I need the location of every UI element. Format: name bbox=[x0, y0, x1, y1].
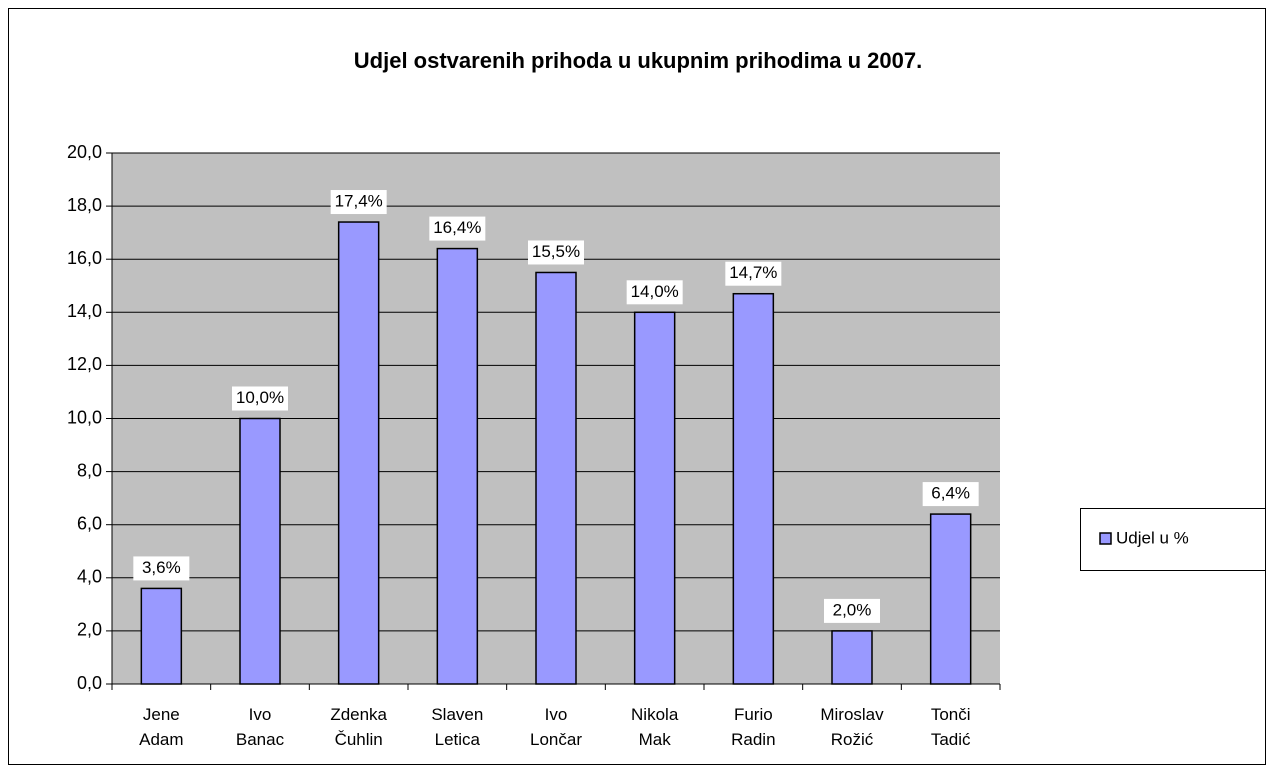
data-label: 16,4% bbox=[433, 218, 481, 237]
x-tick-label-line: Letica bbox=[435, 730, 481, 749]
x-tick-label-line: Radin bbox=[731, 730, 775, 749]
bar bbox=[831, 630, 873, 685]
x-tick-label-line: Furio bbox=[734, 705, 773, 724]
x-tick-label: Nikola Mak bbox=[631, 705, 679, 749]
y-tick-label: 4,0 bbox=[77, 567, 102, 587]
bar bbox=[732, 292, 775, 685]
data-label: 14,0% bbox=[631, 282, 679, 301]
x-tick-label: Ivo Lončar bbox=[530, 705, 582, 749]
x-tick-label-line: Banac bbox=[236, 730, 285, 749]
x-tick-label: Ivo Banac bbox=[236, 705, 285, 749]
x-tick-label: Tonči Tadić bbox=[931, 705, 971, 749]
y-tick-label: 2,0 bbox=[77, 620, 102, 640]
x-tick-label: Jene Adam bbox=[139, 705, 183, 749]
legend-label: Udjel u % bbox=[1116, 528, 1189, 547]
data-label: 15,5% bbox=[532, 242, 580, 261]
data-label-bg bbox=[626, 280, 683, 305]
data-label-bg bbox=[824, 598, 880, 623]
bar bbox=[140, 587, 183, 685]
x-tick-label-line: Nikola bbox=[631, 705, 679, 724]
x-tick-label-line: Mak bbox=[639, 730, 672, 749]
data-label-bg bbox=[922, 482, 979, 507]
y-tick-label: 18,0 bbox=[67, 195, 102, 215]
x-tick-label: Furio Radin bbox=[731, 705, 775, 749]
x-tick-label-line: Tonči bbox=[931, 705, 971, 724]
x-tick-label: Miroslav Rožić bbox=[820, 705, 884, 749]
x-tick-label-line: Jene bbox=[143, 705, 180, 724]
y-tick-label: 16,0 bbox=[67, 248, 102, 268]
y-tick-label: 0,0 bbox=[77, 673, 102, 693]
x-tick-label-line: Miroslav bbox=[820, 705, 884, 724]
y-tick-label: 6,0 bbox=[77, 513, 102, 533]
x-tick-label-line: Tadić bbox=[931, 730, 971, 749]
y-tick-label: 20,0 bbox=[67, 142, 102, 162]
x-tick-label-line: Zdenka bbox=[330, 705, 387, 724]
y-tick-label: 8,0 bbox=[77, 460, 102, 480]
data-label-bg bbox=[330, 190, 387, 215]
x-tick-label: Slaven Letica bbox=[431, 705, 483, 749]
x-tick-label-line: Ivo bbox=[545, 705, 568, 724]
bar bbox=[436, 247, 479, 685]
legend-swatch bbox=[1099, 532, 1112, 545]
data-label: 17,4% bbox=[335, 192, 383, 211]
bar bbox=[239, 417, 281, 685]
data-label: 2,0% bbox=[833, 600, 872, 619]
data-label-bg bbox=[133, 556, 190, 581]
x-tick-label-line: Adam bbox=[139, 730, 183, 749]
y-tick-label: 10,0 bbox=[67, 407, 102, 427]
x-tick-label-line: Lončar bbox=[530, 730, 582, 749]
data-label-bg bbox=[528, 240, 584, 265]
bar bbox=[535, 271, 577, 685]
data-label-bg bbox=[429, 216, 486, 241]
data-label: 6,4% bbox=[931, 484, 970, 503]
x-tick-label: Zdenka Čuhlin bbox=[330, 705, 387, 749]
data-label: 14,7% bbox=[729, 263, 777, 282]
x-tick-label-line: Čuhlin bbox=[335, 730, 383, 749]
y-tick-label: 12,0 bbox=[67, 354, 102, 374]
x-tick-label-line: Slaven bbox=[431, 705, 483, 724]
x-tick-label-line: Ivo bbox=[249, 705, 272, 724]
x-tick-label-line: Rožić bbox=[831, 730, 874, 749]
data-label-bg bbox=[725, 261, 782, 286]
bar bbox=[633, 311, 676, 685]
data-label-bg bbox=[232, 386, 288, 411]
data-label: 10,0% bbox=[236, 388, 284, 407]
data-label: 3,6% bbox=[142, 558, 181, 577]
y-tick-label: 14,0 bbox=[67, 301, 102, 321]
bar bbox=[337, 221, 380, 685]
chart-title: Udjel ostvarenih prihoda u ukupnim priho… bbox=[354, 48, 922, 73]
bar bbox=[929, 513, 972, 685]
